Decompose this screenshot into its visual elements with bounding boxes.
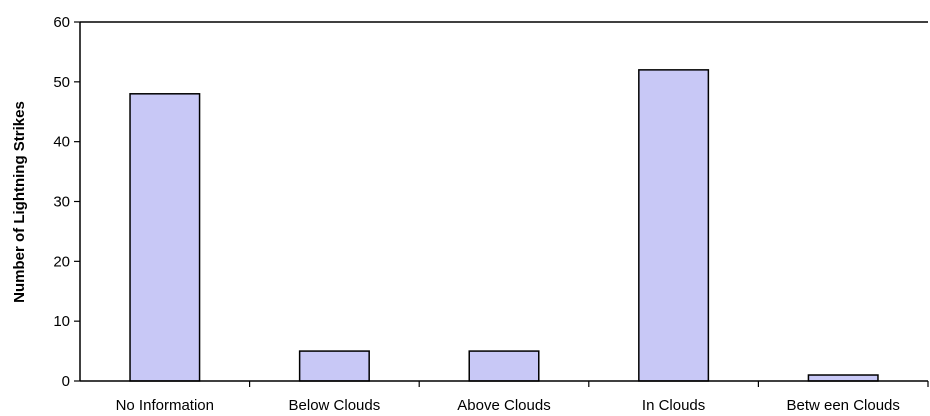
- y-tick-label: 30: [53, 194, 70, 211]
- bar: [298, 350, 370, 382]
- y-tick-label: 50: [53, 74, 70, 91]
- y-tick-label: 10: [53, 313, 70, 330]
- y-tick-label: 20: [53, 253, 70, 270]
- bar: [468, 350, 540, 382]
- y-tick-label: 0: [62, 373, 70, 390]
- x-tick-label: Betw een Clouds: [786, 397, 899, 414]
- x-tick-label: Below Clouds: [289, 397, 381, 414]
- axes: [79, 21, 929, 387]
- x-tick-label: No Information: [116, 397, 214, 414]
- x-tick-label: In Clouds: [642, 397, 705, 414]
- y-tick-label: 60: [53, 14, 70, 31]
- bars: [129, 69, 879, 382]
- bar: [129, 93, 201, 382]
- x-tick-label: Above Clouds: [457, 397, 550, 414]
- x-axis-labels: No Information Below Clouds Above Clouds In…: [116, 397, 900, 414]
- y-axis-title: Number of Lightning Strikes: [11, 101, 28, 303]
- y-tick-label: 40: [53, 134, 70, 151]
- bar: [807, 374, 879, 382]
- y-axis-ticks: 0 10 20 30 40 50 60: [53, 14, 80, 390]
- bar: [638, 69, 710, 382]
